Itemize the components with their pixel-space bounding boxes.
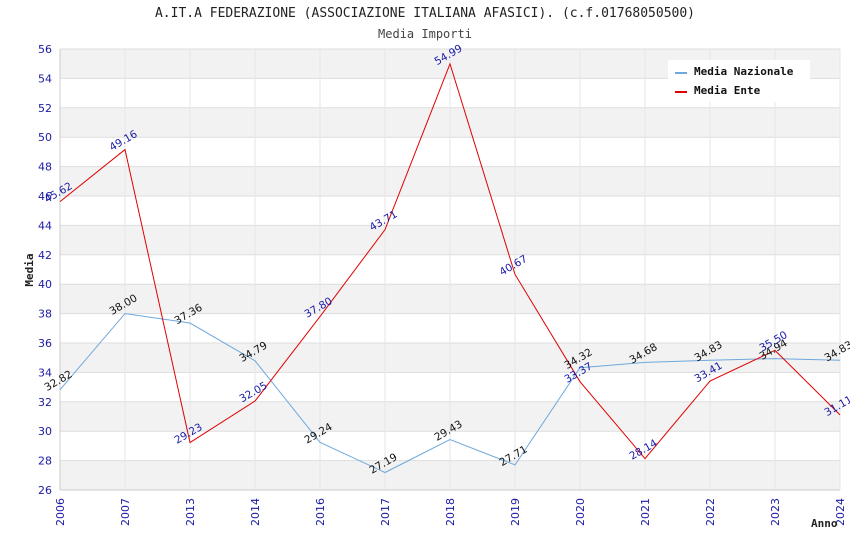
y-tick-label: 54	[38, 72, 52, 85]
x-tick-label: 2016	[314, 498, 327, 526]
x-tick-label: 2019	[509, 498, 522, 526]
y-axis-label: Media	[23, 253, 36, 286]
series-lines	[59, 62, 841, 474]
legend-label-media-nazionale: Media Nazionale	[694, 65, 794, 78]
x-tick-label: 2022	[704, 498, 717, 526]
y-tick-label: 50	[38, 131, 52, 144]
y-tick-label: 32	[38, 396, 52, 409]
y-tick-labels: 26 28 30 32 34 36 38 40 42 44 46 48 50 52 54 56	[38, 43, 52, 497]
y-tick-label: 40	[38, 278, 52, 291]
y-tick-label: 52	[38, 102, 52, 115]
y-tick-label: 56	[38, 43, 52, 56]
x-tick-label: 2014	[249, 498, 262, 526]
x-tick-label: 2006	[54, 498, 67, 526]
legend-label-media-ente: Media Ente	[694, 84, 761, 97]
chart-subtitle: Media Importi	[378, 27, 472, 41]
legend-box	[668, 60, 810, 102]
x-tick-label: 2023	[769, 498, 782, 526]
x-tick-labels: 2006 2007 2013 2014 2016 2017 2018 2019 2020 2021…	[54, 498, 847, 526]
y-tick-label: 38	[38, 308, 52, 321]
data-label: 40.67	[497, 253, 529, 278]
x-axis-label: Anno	[811, 517, 838, 530]
x-tick-label: 2013	[184, 498, 197, 526]
y-tick-label: 48	[38, 161, 52, 174]
y-tick-label: 44	[38, 219, 52, 232]
data-label: 28.14	[627, 437, 659, 463]
x-tick-label: 2021	[639, 498, 652, 526]
y-tick-label: 26	[38, 484, 52, 497]
x-tick-label: 2020	[574, 498, 587, 526]
x-tick-label: 2018	[444, 498, 457, 526]
legend: Media Nazionale Media Ente	[668, 60, 810, 102]
chart-title: A.IT.A FEDERAZIONE (ASSOCIAZIONE ITALIAN…	[154, 6, 696, 21]
series-line-media-nazionale	[59, 313, 841, 474]
x-tick-label: 2024	[834, 498, 847, 526]
axes	[59, 49, 840, 491]
grid-lines	[59, 48, 841, 491]
x-tick-label: 2017	[379, 498, 392, 526]
y-tick-label: 36	[38, 337, 52, 350]
data-label: 45.62	[42, 180, 74, 205]
series-line-media-ente	[59, 62, 841, 460]
y-tick-label: 46	[38, 190, 52, 203]
y-tick-label: 42	[38, 249, 52, 262]
x-tick-label: 2007	[119, 498, 132, 526]
y-tick-label: 34	[38, 366, 52, 379]
y-tick-label: 30	[38, 425, 52, 438]
y-tick-label: 28	[38, 455, 52, 468]
